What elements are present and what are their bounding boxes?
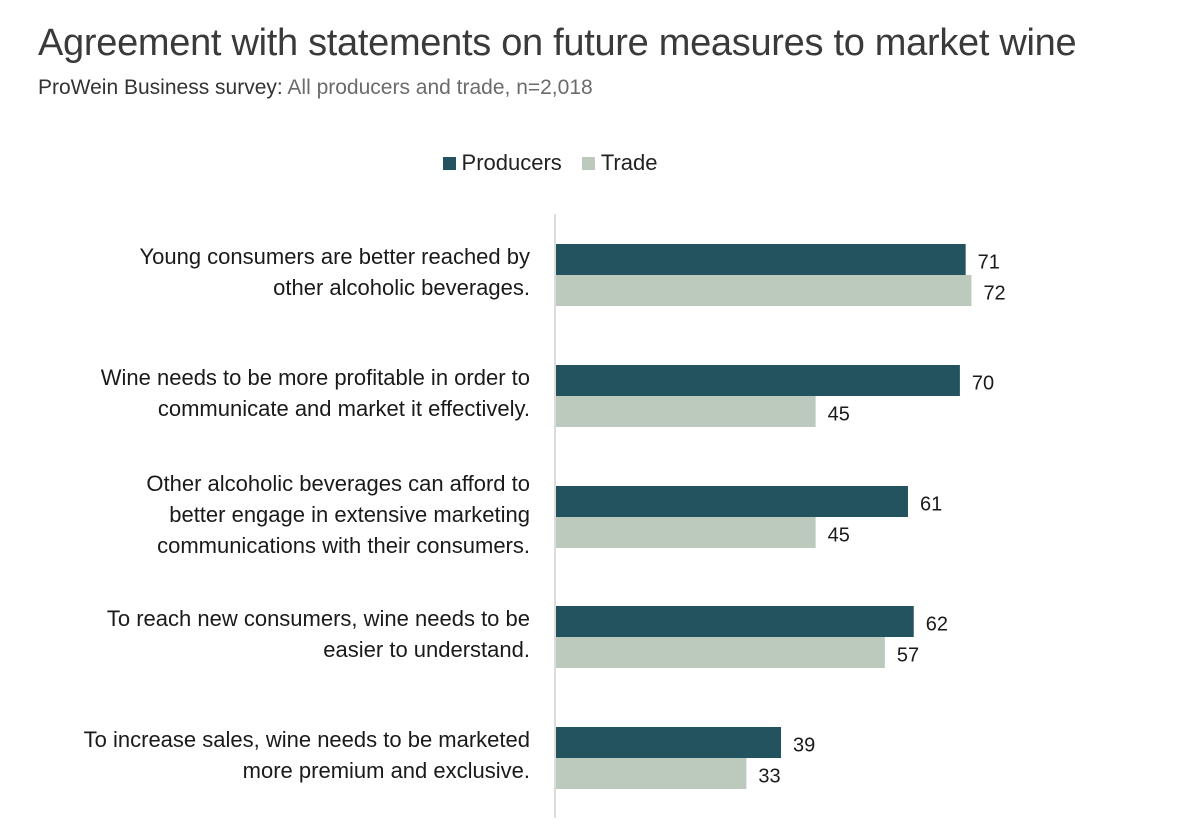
category-label: Young consumers are better reached by oth… — [10, 241, 530, 303]
data-label-producers: 70 — [972, 373, 994, 395]
category-label: Other alcoholic beverages can afford to b… — [10, 468, 530, 561]
data-label-trade: 57 — [897, 645, 919, 667]
category-label-line: communicate and market it effectively. — [157, 396, 530, 421]
legend: Producers Trade — [0, 150, 1100, 176]
category-label-line: more premium and exclusive. — [242, 758, 530, 783]
subtitle-rest: All producers and trade, n=2,018 — [282, 76, 593, 99]
bar-trade — [556, 758, 747, 789]
chart-subtitle: ProWein Business survey: All producers a… — [38, 76, 593, 100]
data-label-producers: 71 — [978, 252, 1000, 274]
category-label-line: Wine needs to be more profitable in orde… — [100, 365, 530, 390]
bar-trade — [556, 637, 885, 668]
legend-label-trade: Trade — [600, 150, 658, 175]
data-label-trade: 33 — [758, 766, 780, 788]
data-label-producers: 62 — [926, 614, 948, 636]
category-label: To reach new consumers, wine needs to be… — [10, 603, 530, 665]
legend-item-producers: Producers — [442, 150, 562, 176]
category-label: To increase sales, wine needs to be mark… — [10, 724, 530, 786]
data-label-producers: 61 — [920, 494, 942, 516]
category-label-line: other alcoholic beverages. — [273, 275, 530, 300]
subtitle-prefix: ProWein Business survey: — [38, 76, 283, 99]
bar-producers — [556, 727, 782, 758]
category-label-line: better engage in extensive marketing — [169, 501, 530, 527]
bar-trade — [556, 396, 816, 427]
category-label-line: Young consumers are better reached by — [139, 244, 530, 269]
category-label: Wine needs to be more profitable in orde… — [10, 362, 530, 424]
category-label-line: To increase sales, wine needs to be mark… — [83, 727, 530, 752]
legend-item-trade: Trade — [581, 150, 658, 176]
category-label-line: Other alcoholic beverages can afford to — [146, 470, 530, 496]
category-label-line: easier to understand. — [323, 637, 530, 662]
category-label-line: To reach new consumers, wine needs to be — [106, 606, 530, 631]
bar-trade — [556, 275, 972, 306]
data-label-trade: 72 — [983, 283, 1005, 305]
bar-producers — [556, 486, 908, 517]
data-label-trade: 45 — [828, 525, 850, 547]
bar-producers — [556, 606, 914, 637]
category-label-line: communications with their consumers. — [157, 532, 530, 558]
legend-label-producers: Producers — [461, 150, 562, 175]
legend-swatch-trade — [581, 156, 595, 170]
chart-title: Agreement with statements on future meas… — [38, 22, 1077, 64]
bar-producers — [556, 244, 966, 275]
bar-producers — [556, 365, 960, 396]
data-label-trade: 45 — [828, 404, 850, 426]
bar-trade — [556, 517, 816, 548]
data-label-producers: 39 — [793, 735, 815, 757]
legend-swatch-producers — [442, 156, 456, 170]
